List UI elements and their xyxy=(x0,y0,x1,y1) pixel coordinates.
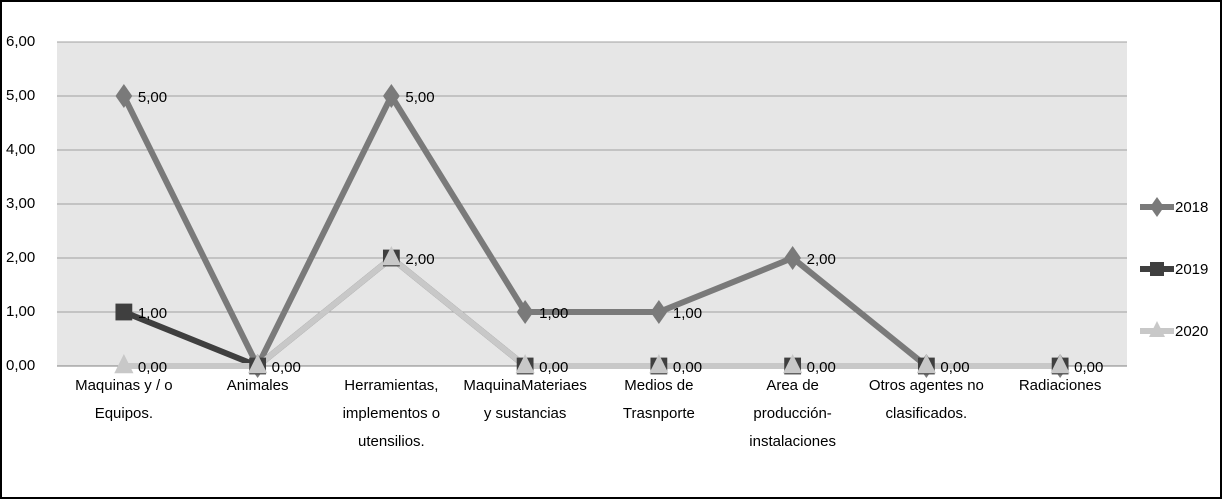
data-label: 5,00 xyxy=(405,89,434,106)
y-tick-label: 1,00 xyxy=(6,303,35,320)
data-label: 1,00 xyxy=(539,305,568,322)
x-tick-label: MaquinaMateriaes y sustancias xyxy=(463,377,587,422)
marker xyxy=(916,354,936,374)
marker xyxy=(783,354,803,374)
x-tick-label: Herramientas, implementos o utensilios. xyxy=(342,377,441,450)
data-label: 5,00 xyxy=(138,89,167,106)
legend-label: 2019 xyxy=(1175,261,1208,278)
series-line xyxy=(121,93,1061,369)
marker xyxy=(1050,354,1070,374)
data-label: 0,00 xyxy=(138,359,167,376)
marker xyxy=(516,300,534,324)
marker xyxy=(381,246,401,266)
x-tick-label: Animales xyxy=(226,377,289,394)
data-label: 0,00 xyxy=(539,359,568,376)
marker xyxy=(649,354,669,374)
marker xyxy=(1150,262,1164,276)
x-tick-label: Area de producción- instalaciones xyxy=(749,377,836,450)
data-label: 0,00 xyxy=(940,359,969,376)
data-label: 0,00 xyxy=(673,359,702,376)
data-label: 2,00 xyxy=(405,251,434,268)
data-label: 0,00 xyxy=(1074,359,1103,376)
series-line xyxy=(123,255,1061,369)
data-label: 1,00 xyxy=(673,305,702,322)
x-tick-label: Medios de Trasnporte xyxy=(622,377,695,422)
marker xyxy=(515,354,535,374)
x-tick-label: Radiaciones xyxy=(1018,377,1102,394)
y-tick-label: 4,00 xyxy=(6,141,35,158)
marker xyxy=(1149,321,1165,337)
y-tick-label: 5,00 xyxy=(6,87,35,104)
x-tick-label: Maquinas y / o Equipos. xyxy=(75,377,173,422)
data-label: 0,00 xyxy=(272,359,301,376)
y-tick-label: 3,00 xyxy=(6,195,35,212)
data-label: 0,00 xyxy=(807,359,836,376)
marker xyxy=(115,84,133,108)
marker xyxy=(115,303,133,321)
marker xyxy=(382,84,400,108)
y-tick-label: 0,00 xyxy=(6,357,35,374)
x-tick-label: Otros agentes no clasificados. xyxy=(868,377,984,422)
legend-label: 2020 xyxy=(1175,323,1208,340)
y-tick-label: 2,00 xyxy=(6,249,35,266)
data-label: 2,00 xyxy=(807,251,836,268)
marker xyxy=(248,354,268,374)
marker xyxy=(784,246,802,270)
data-label: 1,00 xyxy=(138,305,167,322)
marker xyxy=(1150,197,1164,217)
marker xyxy=(650,300,668,324)
legend-label: 2018 xyxy=(1175,199,1208,216)
marker xyxy=(114,354,134,374)
y-tick-label: 6,00 xyxy=(6,33,35,50)
